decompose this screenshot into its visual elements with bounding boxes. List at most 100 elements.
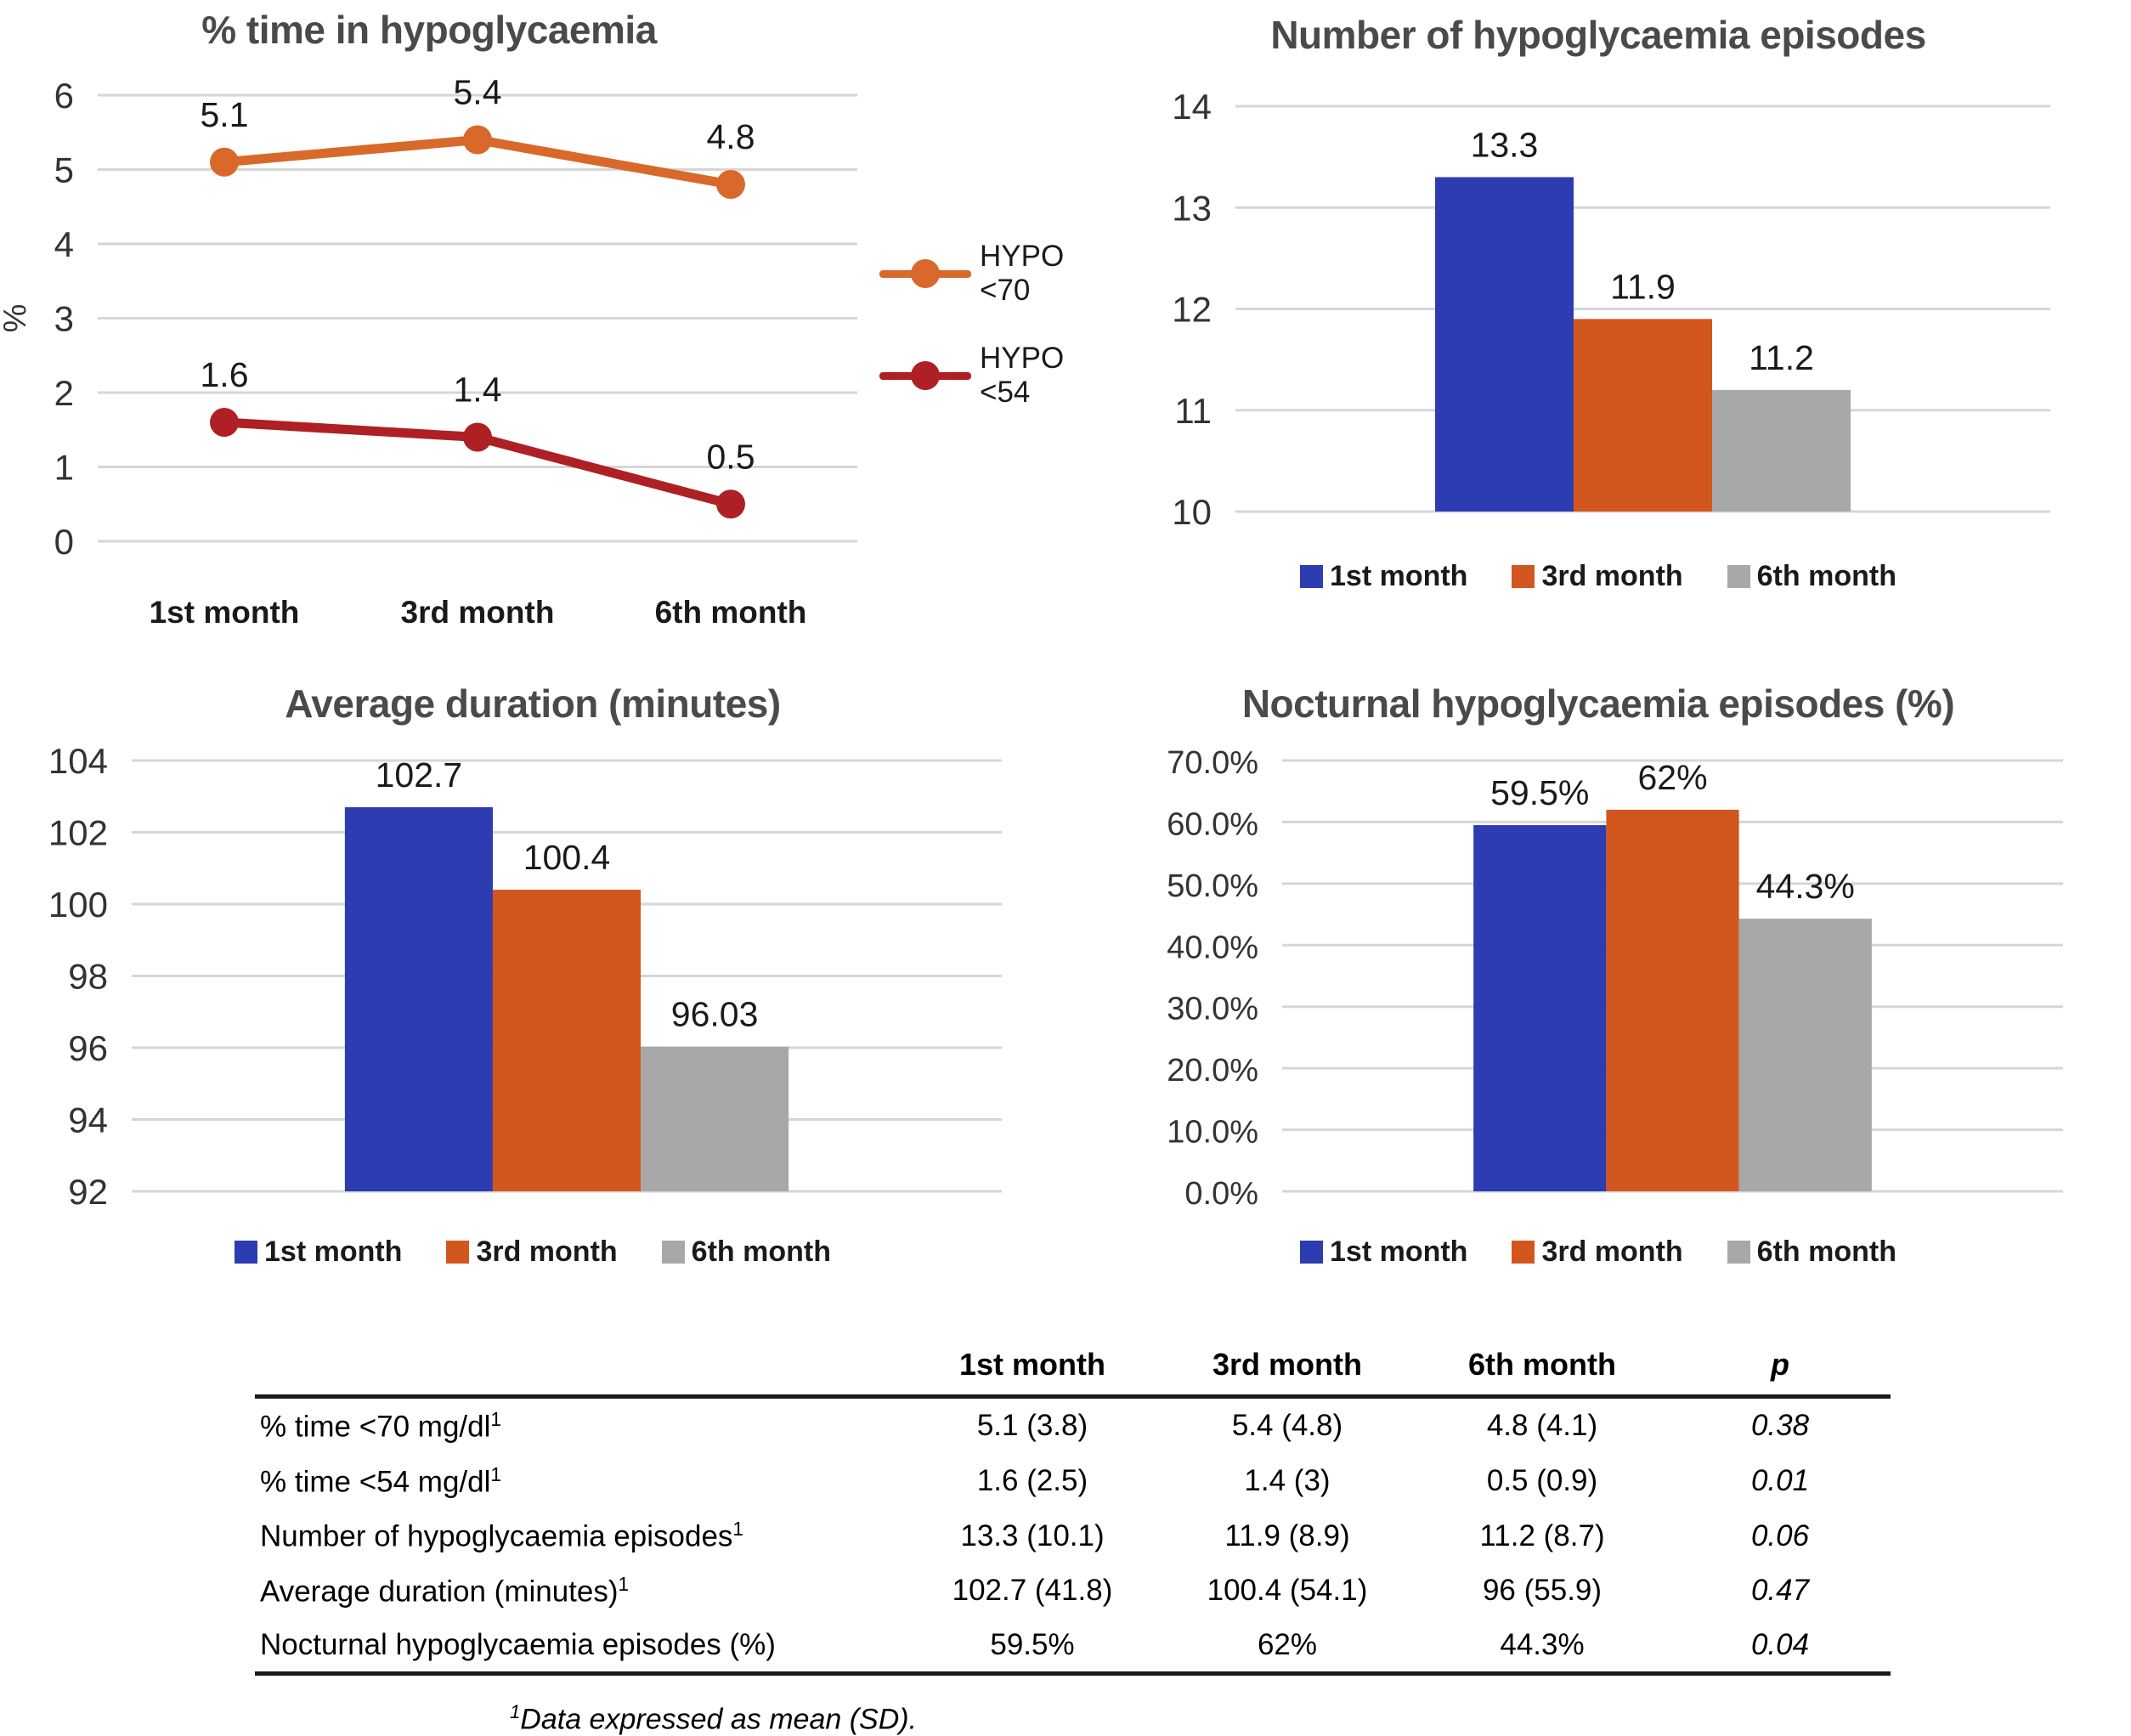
p-value: 0.06 (1750, 1518, 1810, 1552)
bar-value-label: 11.2 (1749, 338, 1814, 377)
point-value-label: 5.1 (201, 95, 249, 134)
chart-average-duration: Average duration (minutes) 92 94 96 98 100 10… (0, 650, 1066, 1304)
y-tick-label: 11 (1174, 391, 1212, 431)
row-label: % time <70 mg/dl1 (260, 1408, 502, 1444)
row-label: Average duration (minutes)1 (260, 1572, 630, 1609)
y-tick-label: 2 (54, 373, 74, 413)
legend-item-3rd-month: 3rd month (1512, 1236, 1683, 1269)
legend-label: 3rd month (1541, 560, 1683, 592)
results-table: 1st month 3rd month 6th month p % time <… (255, 1340, 1891, 1676)
bar-chart-canvas: 0.0% 10.0% 20.0% 30.0% 40.0% 50.0% 60.0% 70.0% 5… (1167, 745, 2063, 1212)
bar-chart-canvas: 92 94 96 98 100 102 104 102.7 100.4 96.03 (48, 741, 1002, 1212)
legend-item-1st-month: 1st month (235, 1236, 402, 1269)
results-table-body: % time <70 mg/dl1 5.1 (3.8) 5.4 (4.8) 4.8 (… (255, 1397, 1891, 1676)
p-value: 0.01 (1750, 1463, 1810, 1497)
bar-value-label: 62% (1637, 758, 1707, 797)
chart-legend: 1st month 3rd month 6th month (1066, 1236, 2131, 1269)
legend-label: 3rd month (476, 1236, 618, 1268)
data-point (463, 422, 492, 452)
cell-value: 1.6 (2.5) (976, 1463, 1088, 1497)
chart-title: Number of hypoglycaemia episodes (1270, 13, 1926, 57)
legend-label: HYPO <70 (980, 240, 1065, 307)
legend-item-1st-month: 1st month (1300, 1236, 1467, 1269)
point-value-label: 4.8 (707, 117, 755, 156)
cell-value: 4.8 (4.1) (1486, 1409, 1598, 1443)
bar-value-label: 44.3% (1756, 867, 1855, 906)
cell-value: 0.5 (0.9) (1486, 1463, 1598, 1497)
y-tick-label: 40.0% (1167, 930, 1258, 965)
p-value: 0.04 (1670, 1618, 1891, 1676)
y-tick-label: 0.0% (1184, 1176, 1258, 1212)
legend-swatch-icon (1727, 1241, 1750, 1264)
y-tick-label: 5 (54, 150, 74, 190)
cell-value: 44.3% (1415, 1618, 1670, 1676)
legend-line-marker-hypo70-icon (879, 259, 971, 288)
cell-value: 5.4 (4.8) (1231, 1409, 1343, 1443)
legend-item-hypo54: HYPO <54 (879, 342, 1066, 410)
data-point (463, 125, 492, 155)
y-tick-label: 104 (48, 741, 108, 781)
y-tick-label: 0 (54, 522, 74, 562)
table-row: % time <54 mg/dl1 1.6 (2.5) 1.4 (3) 0.5 (0.… (255, 1454, 1891, 1509)
point-value-label: 0.5 (707, 437, 755, 476)
x-category-label: 1st month (150, 595, 300, 630)
bar-1st-month (344, 806, 493, 1191)
header-1st-month: 1st month (905, 1340, 1160, 1399)
legend-line-marker-hypo54-icon (879, 361, 971, 390)
y-tick-label: 10 (1172, 492, 1212, 532)
table-row: Number of hypoglycaemia episodes1 13.3 (1… (255, 1508, 1891, 1564)
header-empty (255, 1340, 905, 1399)
data-point (716, 489, 745, 519)
y-tick-label: 13 (1172, 188, 1212, 228)
footnote-text: Data expressed as mean (SD). (520, 1702, 918, 1735)
y-tick-label: 14 (1172, 87, 1212, 127)
chart-title: Average duration (minutes) (285, 681, 781, 726)
table-row: Average duration (minutes)1 102.7 (41.8) 1… (255, 1564, 1891, 1619)
legend-label: 6th month (1756, 560, 1896, 592)
y-tick-label: 70.0% (1167, 745, 1258, 781)
y-tick-label: 60.0% (1167, 806, 1258, 842)
legend-item-1st-month: 1st month (1300, 560, 1467, 593)
point-value-label: 5.4 (454, 73, 502, 112)
cell-value: 102.7 (41.8) (952, 1574, 1113, 1608)
y-tick-label: 20.0% (1167, 1053, 1258, 1089)
bar-chart-canvas: 10 11 12 13 14 13.3 11.9 11.2 (1172, 87, 2050, 532)
legend-swatch-icon (1512, 565, 1535, 588)
legend-label: 1st month (1330, 560, 1468, 592)
legend-item-3rd-month: 3rd month (1512, 560, 1683, 593)
point-value-label: 1.6 (201, 355, 249, 394)
y-tick-label: 4 (54, 224, 74, 264)
legend-label: 3rd month (1541, 1236, 1683, 1268)
header-p-value: p (1670, 1340, 1891, 1399)
y-tick-label: 96 (68, 1028, 108, 1068)
header-6th-month: 6th month (1415, 1340, 1670, 1399)
legend-swatch-icon (1512, 1241, 1535, 1264)
y-tick-label: 30.0% (1167, 992, 1258, 1027)
cell-value: 11.9 (8.9) (1224, 1518, 1350, 1552)
table-row: % time <70 mg/dl1 5.1 (3.8) 5.4 (4.8) 4.8 (… (255, 1397, 1891, 1454)
y-tick-label: 50.0% (1167, 868, 1258, 904)
y-tick-label: 6 (54, 76, 74, 116)
y-tick-label: 12 (1172, 290, 1212, 330)
line-chart-canvas: 0 1 2 3 4 5 6 5.1 5.4 4.8 1.6 1.4 0.5 1st month 3rd mo… (0, 73, 857, 630)
y-tick-label: 94 (68, 1100, 108, 1140)
legend-item-6th-month: 6th month (1727, 1236, 1896, 1269)
table-footnote: 1Data expressed as mean (SD). (510, 1701, 1891, 1736)
legend-swatch-icon (661, 1241, 685, 1264)
bar-value-label: 59.5% (1490, 773, 1589, 812)
bar-1st-month (1434, 177, 1574, 512)
bar-value-label: 13.3 (1471, 125, 1539, 164)
cell-value: 13.3 (10.1) (960, 1518, 1105, 1552)
cell-value: 96 (55.9) (1482, 1574, 1602, 1608)
x-category-label: 6th month (655, 595, 807, 630)
legend-swatch-icon (1727, 565, 1750, 588)
chart-title: % time in hypoglycaemia (201, 8, 657, 52)
bar-6th-month (641, 1046, 789, 1191)
bar-3rd-month (1573, 319, 1713, 512)
row-label: Nocturnal hypoglycaemia episodes (%) (255, 1618, 905, 1676)
chart-number-of-episodes: Number of hypoglycaemia episodes 10 11 12 1… (1066, 0, 2131, 650)
data-point (210, 147, 239, 177)
legend-item-hypo70: HYPO <70 (879, 240, 1066, 308)
legend-item-3rd-month: 3rd month (446, 1236, 618, 1269)
